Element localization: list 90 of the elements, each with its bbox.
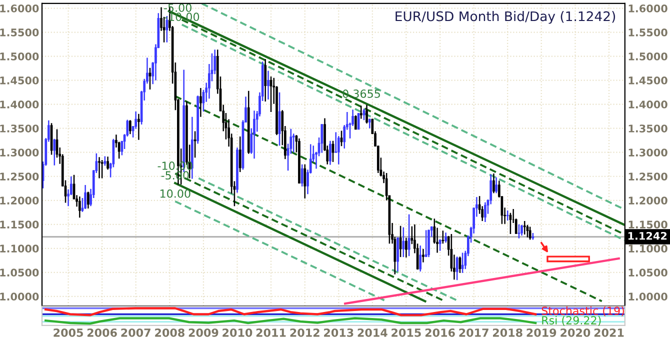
y-tick-label: 1.4000 [0, 100, 39, 108]
x-tick-label: 2005 [54, 328, 83, 337]
candlestick [518, 224, 520, 239]
y2-tick-label: 1.2500 [628, 172, 668, 180]
candlestick [360, 105, 362, 120]
candlestick [520, 224, 523, 236]
candlestick [329, 140, 332, 166]
candlestick [405, 237, 408, 258]
y-tick-label: 1.6000 [0, 4, 39, 12]
y-tick-label: 1.0500 [0, 268, 39, 277]
candlestick [442, 230, 444, 244]
x-tick-label: 2009 [188, 328, 218, 337]
y2-tick-label: 1.5000 [628, 52, 668, 60]
x-tick-label: 2013 [324, 328, 354, 337]
y2-tick-label: 1.0000 [628, 292, 668, 301]
x-tick-label: 2014 [358, 328, 388, 337]
y2-tick-label: 1.3500 [628, 124, 668, 132]
candlestick [422, 248, 424, 263]
candlestick [267, 70, 270, 100]
candlestick [292, 133, 295, 153]
y2-tick-label: 1.6000 [628, 4, 668, 12]
candlestick [98, 156, 100, 179]
y-tick-label: 1.1500 [0, 220, 39, 229]
candlestick [484, 202, 486, 223]
y-tick-label: 1.2000 [0, 196, 39, 204]
x-tick-label: 2006 [87, 328, 117, 337]
candlestick [104, 156, 106, 166]
candlestick [492, 172, 495, 194]
candlestick [354, 114, 357, 130]
candlestick [200, 87, 202, 118]
y2-tick-label: 1.4000 [628, 100, 668, 108]
y2-tick-label: 1.3000 [628, 148, 668, 156]
candlestick [337, 135, 340, 165]
text: EUR/USD Month Bid/Day (1.1242) [396, 11, 616, 24]
candlestick [253, 110, 256, 160]
x-tick-label: 2015 [392, 328, 421, 337]
y2-tick-label: 1.4500 [628, 76, 668, 84]
y-tick-label: 1.5000 [0, 52, 39, 60]
y-tick-label: 1.0000 [0, 292, 39, 301]
x-tick-label: 2021 [594, 328, 624, 337]
x-tick-label: 2019 [526, 328, 556, 337]
candlestick [129, 120, 132, 135]
candlestick [424, 230, 428, 258]
candlestick [84, 184, 86, 210]
x-tick-label: 2017 [459, 328, 488, 337]
x-tick-label: 2010 [222, 328, 252, 337]
y-tick-label: 1.2500 [0, 172, 39, 180]
y-tick-label: 1.5500 [0, 28, 39, 36]
candlestick [304, 164, 306, 200]
candlestick [264, 58, 267, 102]
y2-tick-label: 1.1500 [628, 220, 668, 229]
candlestick [320, 123, 324, 154]
candlestick [78, 196, 81, 218]
candlestick [419, 244, 422, 272]
x-tick-label: 2008 [155, 328, 184, 337]
x-tick-label: 2018 [493, 328, 522, 337]
series-label: Rsi (29.22) [542, 316, 601, 326]
candlestick [300, 164, 304, 188]
x-tick-label: 2020 [560, 328, 590, 337]
y-tick-label: 1.3500 [0, 124, 39, 132]
y2-tick-label: 1.5500 [628, 28, 668, 36]
x-tick-label: 2007 [121, 328, 150, 337]
candlestick [134, 110, 138, 130]
y2-tick-label: 1.1000 [628, 244, 668, 253]
y-tick-label: 1.3000 [0, 148, 39, 156]
x-tick-label: 2016 [425, 328, 455, 337]
candlestick [366, 104, 368, 124]
candlestick [495, 176, 498, 194]
candlestick [138, 113, 140, 140]
candlestick [368, 118, 371, 129]
candlestick [523, 220, 526, 236]
candlestick [53, 138, 56, 166]
y2-tick-label: 1.0500 [628, 268, 668, 277]
ref-line-label: 1.1242 [628, 232, 667, 240]
candlestick [86, 191, 90, 210]
candlestick [396, 237, 399, 272]
y-tick-label: 1.1000 [0, 244, 39, 253]
annotation: 10.00 [160, 189, 190, 198]
candlestick [100, 159, 104, 179]
candlestick [456, 256, 458, 281]
y2-tick-label: 1.2000 [628, 196, 668, 204]
y-tick-label: 1.4500 [0, 76, 39, 84]
candlestick [106, 156, 109, 170]
candlestick [402, 226, 405, 258]
candlestick [444, 232, 447, 244]
candlestick [238, 136, 242, 173]
candlestick [506, 210, 509, 222]
x-tick-label: 2012 [290, 328, 320, 337]
candlestick [528, 226, 532, 240]
x-tick-label: 2011 [256, 328, 286, 337]
